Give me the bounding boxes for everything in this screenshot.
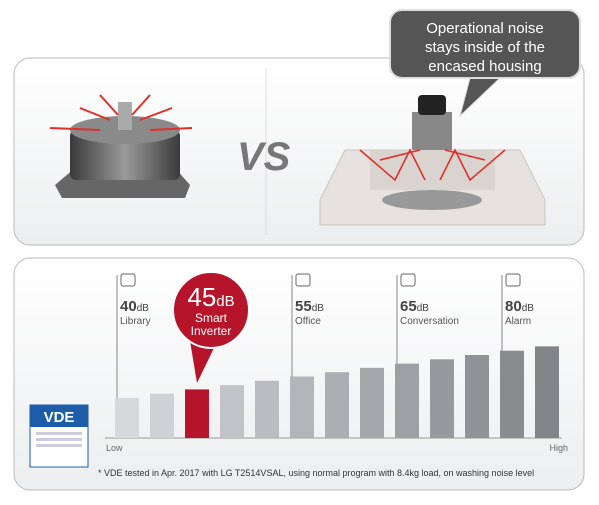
highlight-value: 45dB (187, 282, 234, 312)
highlight-bubble (172, 271, 250, 349)
value: 45 (187, 282, 216, 312)
callout-line: encased housing (428, 58, 541, 75)
vde-badge: VDE (29, 404, 89, 468)
callout: Operational noise stays inside of the en… (389, 9, 581, 118)
axis-high: High (549, 443, 568, 453)
level-label: Conversation (400, 316, 459, 327)
axis-low: Low (106, 443, 123, 453)
level-icon (295, 273, 311, 287)
level-value: 65dB (400, 298, 429, 315)
inverter-motor (319, 95, 546, 226)
badge-label: VDE (44, 409, 75, 426)
conventional-motor (49, 94, 193, 198)
noise-bar (360, 367, 384, 438)
level-label: Alarm (505, 316, 531, 327)
value: 55 (295, 298, 312, 315)
unit: dB (216, 293, 234, 310)
unit: dB (137, 303, 150, 314)
level-icon (400, 273, 416, 287)
level-icon (120, 273, 136, 287)
noise-bar (465, 355, 489, 438)
noise-bar (220, 385, 244, 438)
value: 40 (120, 298, 137, 315)
noise-bar (115, 398, 139, 438)
noise-bar (150, 393, 174, 438)
noise-bar (290, 376, 314, 438)
noise-bar (430, 359, 454, 438)
bars (115, 346, 559, 438)
level-icon (505, 273, 521, 287)
noise-bar (185, 389, 209, 438)
level-value: 55dB (295, 298, 324, 315)
unit: dB (312, 303, 325, 314)
level-label: Office (295, 316, 321, 327)
callout-line: Operational noise (426, 20, 544, 37)
value: 80 (505, 298, 522, 315)
footnote: * VDE tested in Apr. 2017 with LG T2514V… (98, 468, 534, 478)
callout-line: stays inside of the (425, 39, 545, 56)
level-label: Library (120, 316, 151, 327)
noise-bar (325, 372, 349, 438)
vs-label: VS (237, 135, 291, 179)
highlight-label: Smart (195, 311, 228, 325)
bottom-panel (13, 257, 585, 491)
noise-bar (500, 350, 524, 438)
highlight-label: Inverter (191, 324, 232, 338)
noise-bar (535, 346, 559, 438)
noise-bar (395, 363, 419, 438)
level-value: 40dB (120, 298, 149, 315)
unit: dB (417, 303, 430, 314)
unit: dB (522, 303, 535, 314)
value: 65 (400, 298, 417, 315)
noise-bar (255, 380, 279, 438)
level-value: 80dB (505, 298, 534, 315)
